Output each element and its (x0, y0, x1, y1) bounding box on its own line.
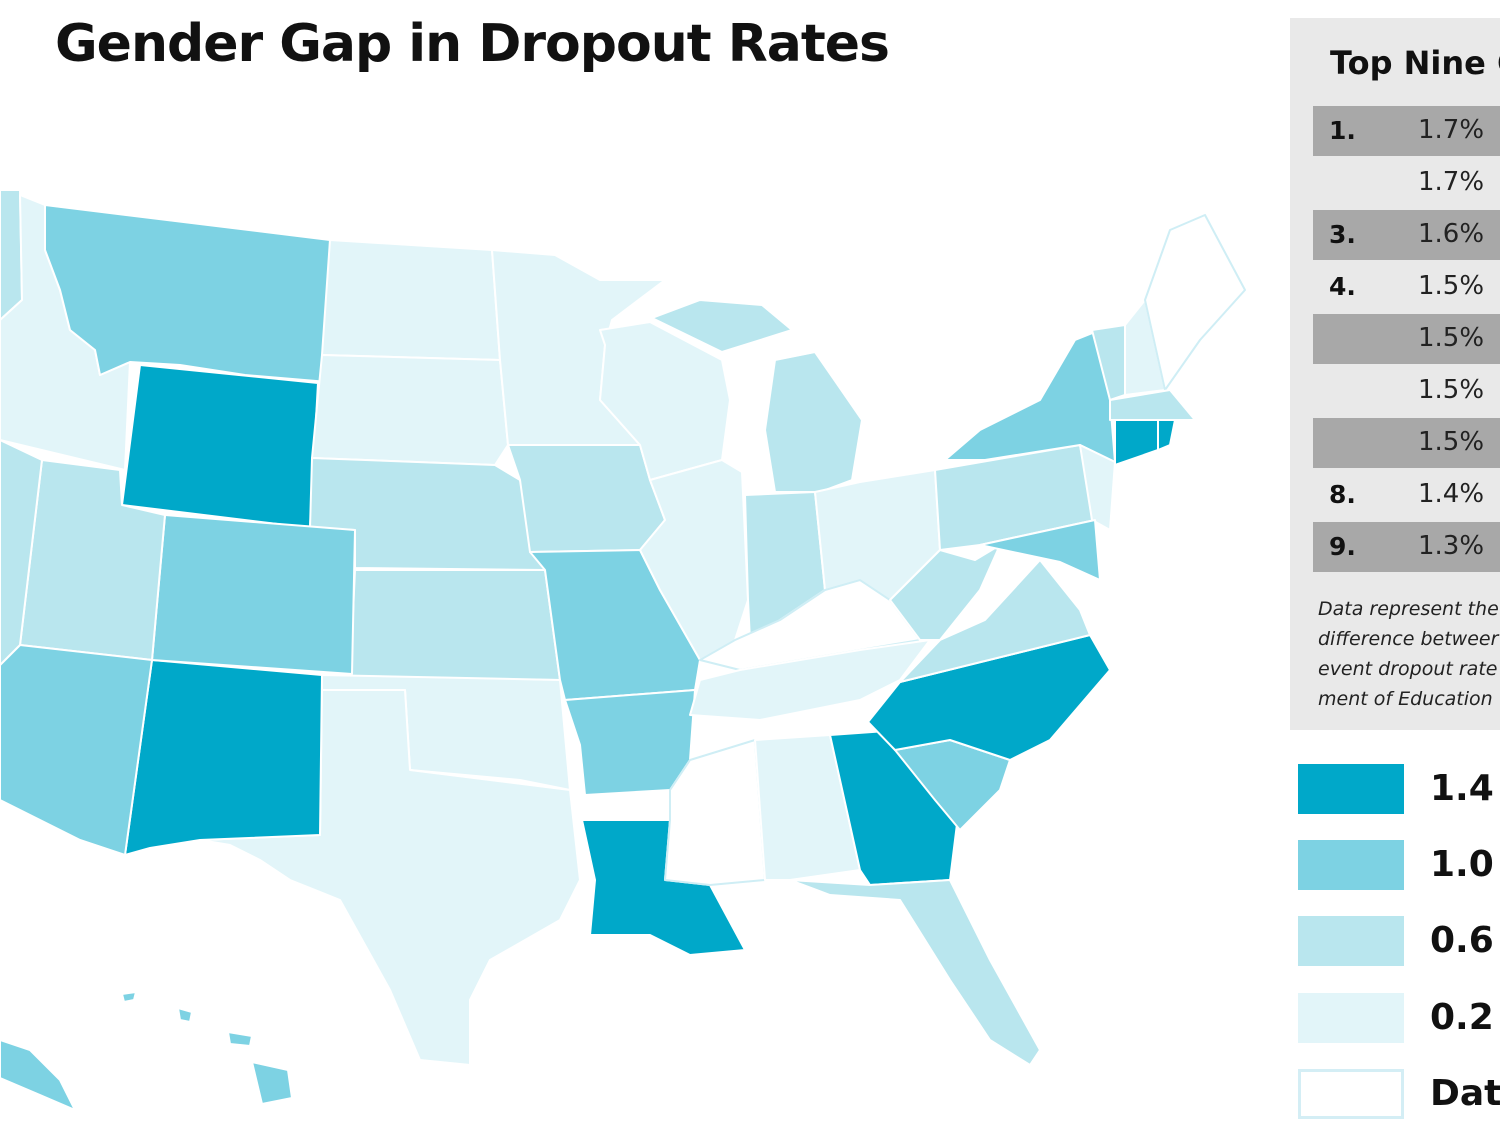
state-hi-island-1 (177, 1007, 193, 1023)
legend-item: Data (1298, 1069, 1500, 1121)
value: 1.5% (1418, 375, 1485, 405)
state-az (0, 644, 153, 856)
legend-item: 0.6 t (1298, 916, 1500, 968)
legend-label: 0.2 t (1430, 997, 1500, 1038)
state-mi (764, 351, 863, 493)
rank: 8. (1329, 480, 1356, 509)
legend-swatch (1298, 1069, 1404, 1119)
legend-swatch (1298, 840, 1404, 890)
state-ak (0, 1039, 76, 1111)
state-nj (1079, 444, 1116, 531)
state-ks (349, 569, 561, 681)
state-ia (507, 444, 666, 553)
state-hi-island-3 (251, 1061, 293, 1105)
legend-swatch (1298, 764, 1404, 814)
table-row: 1.5% (1313, 366, 1500, 416)
rank: 1. (1329, 116, 1356, 145)
value: 1.7% (1418, 167, 1485, 197)
state-al (754, 734, 861, 881)
state-hi-island-2 (227, 1031, 253, 1047)
state-wa (0, 189, 23, 321)
value: 1.7% (1418, 115, 1485, 145)
state-ct (1114, 419, 1159, 466)
note-line: ment of Education (1318, 688, 1493, 710)
page-title: Gender Gap in Dropout Rates (55, 14, 890, 74)
source-note: Data represent the difference betweer ev… (1318, 594, 1499, 714)
rank: 4. (1329, 272, 1356, 301)
legend-item: 1.4 t (1298, 764, 1500, 816)
table-row: 1.7% (1313, 158, 1500, 208)
legend-label: 1.4 t (1430, 768, 1500, 809)
state-ri (1157, 419, 1176, 451)
state-me (1144, 214, 1246, 391)
state-hi-island-4 (121, 991, 137, 1003)
legend-item: 1.0 t (1298, 840, 1500, 892)
table-row: 3. 1.6% (1313, 210, 1500, 260)
state-nd (321, 239, 501, 361)
state-ar (564, 689, 696, 796)
state-ny (944, 329, 1116, 463)
legend-item: 0.2 t (1298, 993, 1500, 1045)
state-tx (199, 689, 581, 1066)
note-line: Data represent the (1318, 598, 1499, 620)
legend-label: 0.6 t (1430, 920, 1500, 961)
note-line: difference betweer (1318, 628, 1499, 650)
state-nv (0, 439, 43, 666)
state-ma (1109, 389, 1196, 421)
value: 1.5% (1418, 271, 1485, 301)
value: 1.5% (1418, 427, 1485, 457)
value: 1.4% (1418, 479, 1485, 509)
state-wy (121, 364, 319, 529)
state-wv (889, 544, 1001, 641)
state-nm (124, 659, 323, 856)
table-row: 1.5% (1313, 314, 1500, 364)
rank: 9. (1329, 532, 1356, 561)
state-fl (789, 879, 1041, 1066)
legend-swatch (1298, 993, 1404, 1043)
value: 1.3% (1418, 531, 1485, 561)
note-line: event dropout rate (1318, 658, 1498, 680)
panel-title: Top Nine C (1330, 44, 1500, 82)
legend-label: 1.0 t (1430, 844, 1500, 885)
table-row: 4. 1.5% (1313, 262, 1500, 312)
legend-swatch (1298, 916, 1404, 966)
state-co (151, 514, 356, 675)
table-row: 1. 1.7% (1313, 106, 1500, 156)
table-row: 1.5% (1313, 418, 1500, 468)
state-md (979, 519, 1101, 581)
state-mi-upper (651, 299, 793, 353)
rank: 3. (1329, 220, 1356, 249)
table-row: 9. 1.3% (1313, 522, 1500, 572)
value: 1.6% (1418, 219, 1485, 249)
table-row: 8. 1.4% (1313, 470, 1500, 520)
value: 1.5% (1418, 323, 1485, 353)
top-nine-panel: Top Nine C 1. 1.7% 1.7% 3. 1.6% 4. 1.5% 1.5… (1290, 18, 1500, 730)
legend-label: Data (1430, 1073, 1500, 1114)
state-sd (311, 354, 509, 466)
